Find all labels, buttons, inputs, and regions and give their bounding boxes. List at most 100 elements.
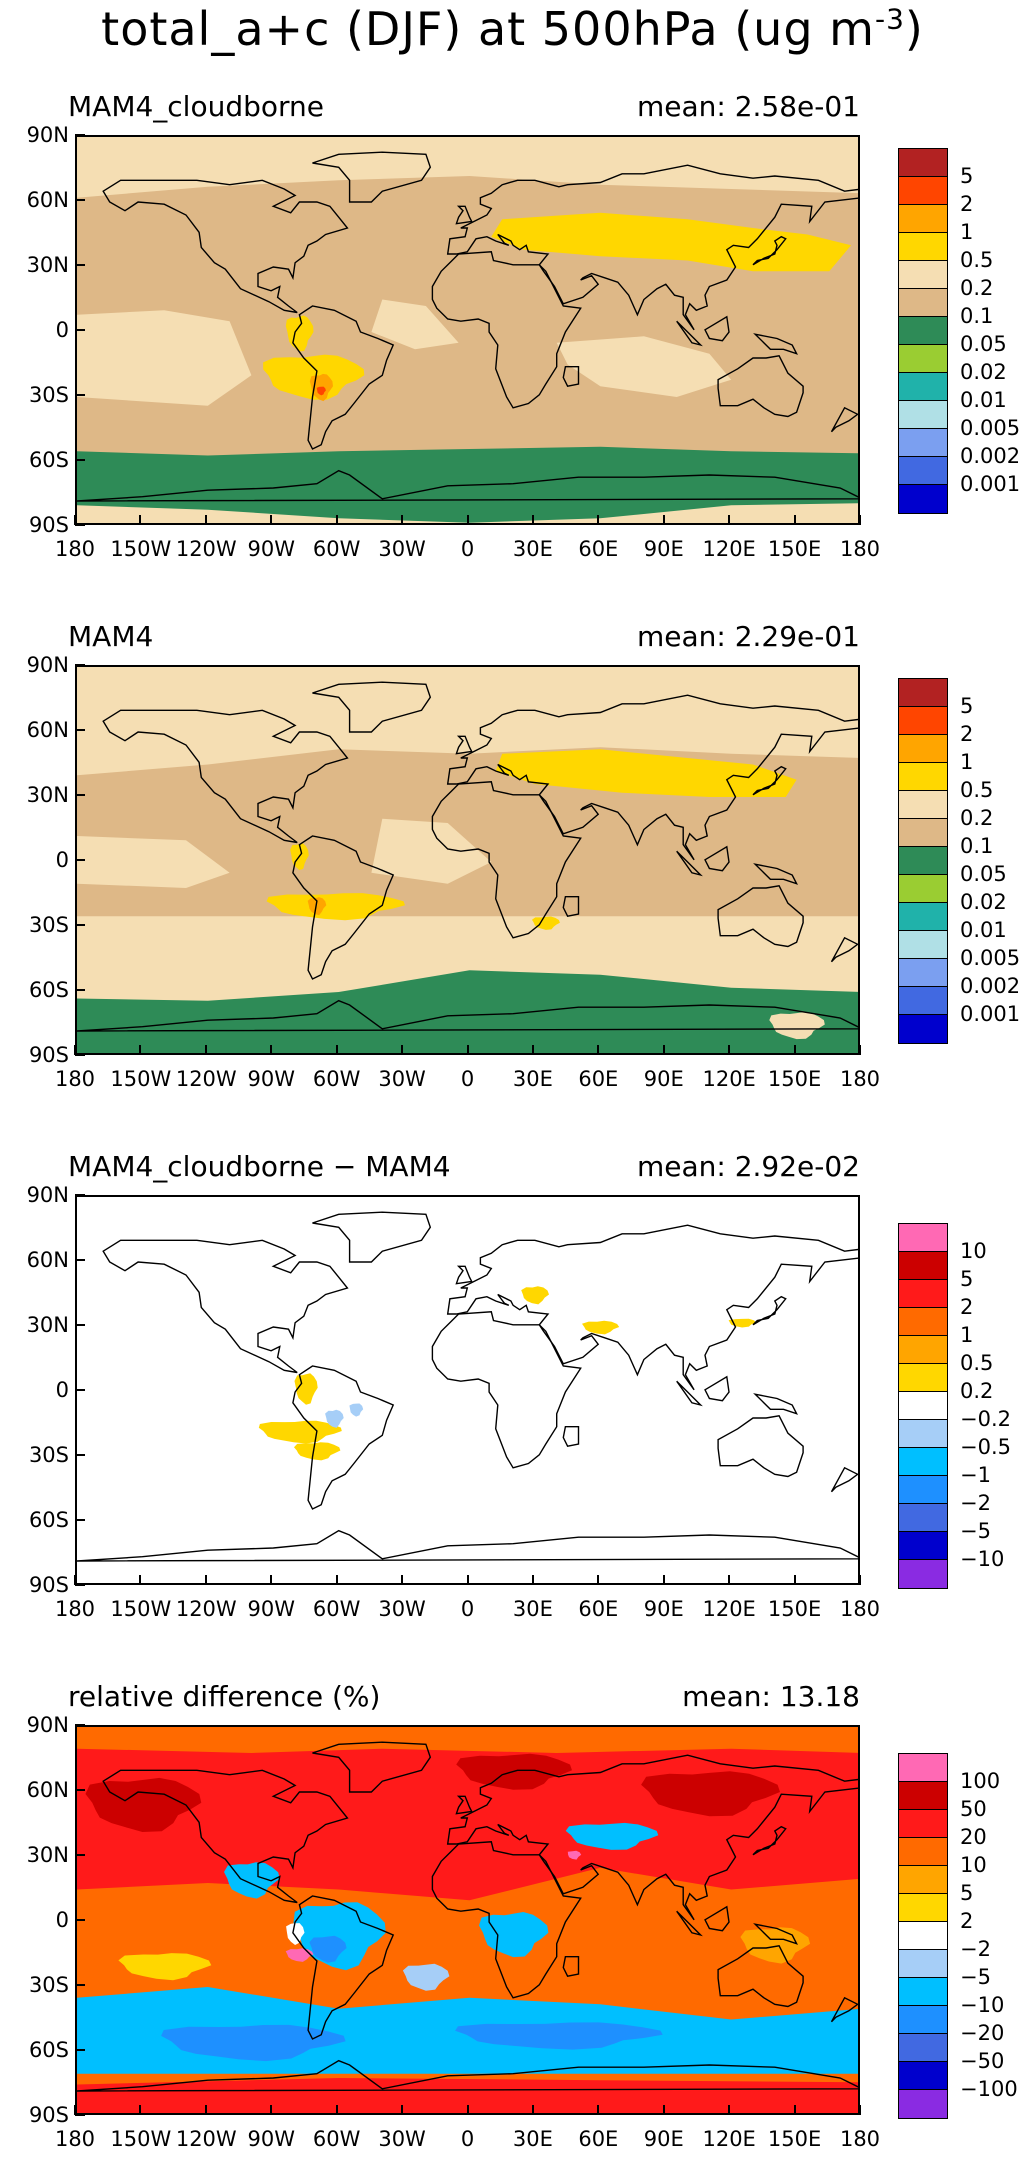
y-tick bbox=[75, 1054, 85, 1056]
y-tick bbox=[75, 1454, 85, 1456]
colorbar-label: −1 bbox=[960, 1463, 991, 1487]
contour-fill bbox=[565, 1822, 659, 1850]
contour-fill bbox=[521, 1286, 549, 1305]
contour-map bbox=[77, 667, 858, 1053]
map-panel-4: relative difference (%) mean: 13.18 90N 60N… bbox=[0, 1680, 1025, 2180]
y-tick bbox=[75, 664, 85, 666]
coastline bbox=[102, 1769, 349, 1904]
y-tick-label: 90N bbox=[26, 653, 69, 677]
contour-fill bbox=[294, 1373, 318, 1405]
y-tick-label: 0 bbox=[55, 1378, 69, 1402]
colorbar-swatch bbox=[899, 735, 947, 763]
colorbar-label: 0.02 bbox=[960, 890, 1007, 914]
y-tick-label: 90S bbox=[28, 2103, 69, 2127]
x-tick-label: 90W bbox=[247, 537, 296, 561]
coastline bbox=[77, 999, 858, 1032]
coastline bbox=[717, 1415, 804, 1478]
y-tick bbox=[75, 199, 85, 201]
contour-fill bbox=[769, 1012, 825, 1040]
colorbar-label: 0.001 bbox=[960, 1002, 1021, 1026]
colorbar-swatch bbox=[899, 1894, 947, 1922]
contour-fill bbox=[567, 1850, 582, 1860]
colorbar-swatch bbox=[899, 2062, 947, 2090]
x-tick-label: 90E bbox=[643, 1597, 684, 1621]
x-tick bbox=[204, 1575, 207, 1585]
colorbar-swatch bbox=[899, 791, 947, 819]
coastline bbox=[431, 251, 582, 409]
x-tick-label: 30W bbox=[378, 1067, 426, 1091]
colorbar-swatch bbox=[899, 1448, 947, 1476]
coastline bbox=[446, 1754, 858, 1921]
contour-fill bbox=[495, 749, 797, 797]
x-tick bbox=[728, 515, 731, 525]
y-tick-label: 60S bbox=[28, 978, 69, 1002]
panel-title: MAM4 bbox=[68, 620, 154, 653]
x-tick bbox=[401, 1575, 404, 1585]
colorbar-label: −2 bbox=[960, 1937, 991, 1961]
colorbar bbox=[898, 1223, 948, 1589]
colorbar-label: 10 bbox=[960, 1239, 987, 1263]
colorbar-swatch bbox=[899, 2034, 947, 2062]
colorbar-label: 0.01 bbox=[960, 388, 1007, 412]
colorbar-label: 2 bbox=[960, 1295, 974, 1319]
colorbar-label: 2 bbox=[960, 722, 974, 746]
figure-title: total_a+c (DJF) at 500hPa (ug m-3) bbox=[0, 2, 1025, 56]
y-tick-label: 30N bbox=[26, 253, 69, 277]
x-tick-label: 60W bbox=[312, 2127, 361, 2151]
panel-mean: mean: 2.58e-01 bbox=[636, 90, 860, 123]
x-tick-label: 0 bbox=[460, 2127, 475, 2151]
x-tick bbox=[401, 515, 404, 525]
panel-title: MAM4_cloudborne bbox=[68, 90, 325, 123]
colorbar-swatch bbox=[899, 401, 947, 429]
colorbar-swatch bbox=[899, 2090, 947, 2118]
colorbar-swatch bbox=[899, 819, 947, 847]
x-tick-label: 120W bbox=[175, 2127, 237, 2151]
y-tick bbox=[75, 1584, 85, 1586]
y-tick-label: 90S bbox=[28, 1043, 69, 1067]
x-tick bbox=[270, 515, 273, 525]
y-tick bbox=[75, 2049, 85, 2051]
colorbar-swatch bbox=[899, 763, 947, 791]
colorbar-label: 0.05 bbox=[960, 332, 1007, 356]
coastline bbox=[752, 765, 787, 796]
colorbar bbox=[898, 678, 948, 1044]
x-tick-label: 60E bbox=[578, 537, 619, 561]
y-tick bbox=[75, 1919, 85, 1921]
y-tick bbox=[75, 329, 85, 331]
x-tick bbox=[204, 2105, 207, 2115]
x-tick-label: 150W bbox=[110, 2127, 172, 2151]
colorbar-swatch bbox=[899, 457, 947, 485]
colorbar-label: −2 bbox=[960, 1491, 991, 1515]
contour-fill bbox=[77, 310, 252, 406]
coastline bbox=[312, 1741, 432, 1793]
colorbar-swatch bbox=[899, 1392, 947, 1420]
colorbar-swatch bbox=[899, 429, 947, 457]
colorbar-label: 0.02 bbox=[960, 360, 1007, 384]
coastline bbox=[830, 406, 858, 433]
y-tick-label: 0 bbox=[55, 318, 69, 342]
x-tick bbox=[531, 2105, 534, 2115]
coastline bbox=[431, 1841, 582, 1999]
x-tick bbox=[597, 515, 600, 525]
x-tick bbox=[139, 1575, 142, 1585]
x-tick-label: 90W bbox=[247, 1597, 296, 1621]
y-tick-label: 60S bbox=[28, 1508, 69, 1532]
contour-fill bbox=[161, 2024, 346, 2062]
x-tick-label: 180 bbox=[54, 2127, 96, 2151]
y-tick-label: 0 bbox=[55, 1908, 69, 1932]
x-tick bbox=[139, 2105, 142, 2115]
y-tick bbox=[75, 1324, 85, 1326]
coastline bbox=[455, 205, 473, 225]
x-tick bbox=[662, 1575, 665, 1585]
y-tick-label: 60N bbox=[26, 188, 69, 212]
colorbar-swatch bbox=[899, 1782, 947, 1810]
colorbar-label: 0.01 bbox=[960, 918, 1007, 942]
colorbar-swatch bbox=[899, 1280, 947, 1308]
contour-map bbox=[77, 1197, 858, 1583]
colorbar-swatch bbox=[899, 1504, 947, 1532]
colorbar-swatch bbox=[899, 177, 947, 205]
x-tick-label: 150E bbox=[767, 1597, 822, 1621]
coastline bbox=[704, 845, 730, 872]
x-tick-label: 150W bbox=[110, 537, 172, 561]
colorbar-swatch bbox=[899, 1560, 947, 1588]
